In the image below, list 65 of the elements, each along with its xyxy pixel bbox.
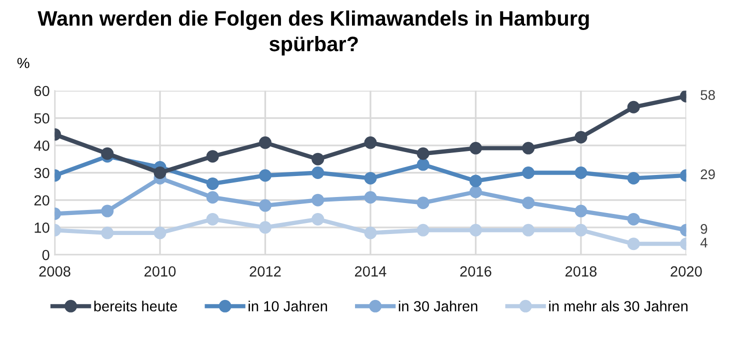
y-tick-label: 50 [34, 113, 50, 124]
point [574, 224, 588, 236]
data-label: 4 [700, 238, 708, 248]
point [364, 136, 377, 149]
point [627, 100, 640, 114]
point [574, 204, 588, 218]
point [101, 204, 114, 218]
point [101, 147, 114, 160]
point [206, 150, 219, 163]
y-tick-label: 20 [34, 195, 50, 206]
point [154, 226, 166, 240]
data-label: 29 [700, 169, 715, 180]
point [627, 238, 640, 250]
chart-title: Wann werden die Folgen des Klimawandels in Hamburg spürbar? [38, 10, 589, 56]
point [469, 142, 482, 154]
point [522, 166, 535, 180]
point [312, 212, 324, 226]
point [364, 172, 377, 184]
point [574, 166, 588, 180]
point [364, 226, 377, 240]
point [258, 199, 272, 212]
point [627, 172, 640, 184]
y-tick-label: 0 [42, 250, 50, 260]
point [522, 196, 535, 210]
point [206, 191, 219, 204]
point [522, 224, 535, 236]
point [154, 166, 166, 180]
point [469, 174, 482, 188]
point [416, 224, 430, 236]
x-tick-label: 2008 [39, 266, 70, 277]
point [206, 177, 219, 190]
data-label: 9 [700, 224, 708, 234]
legend-label: in mehr als 30 Jahren [549, 300, 688, 312]
y-tick-label: 40 [34, 140, 50, 151]
point [312, 166, 324, 180]
x-tick-label: 2020 [670, 266, 702, 277]
y-axis-title: % [17, 58, 30, 68]
legend-label: in 30 Jahren [398, 300, 478, 312]
x-tick-label: 2014 [354, 266, 386, 277]
x-tick-label: 2016 [460, 266, 492, 277]
point [364, 191, 377, 204]
legend-label: in 10 Jahren [248, 300, 327, 312]
y-tick-label: 60 [34, 86, 50, 96]
x-tick-label: 2018 [565, 266, 597, 277]
x-tick-label: 2012 [250, 266, 281, 277]
x-tick-label: 2010 [144, 266, 176, 277]
point [469, 224, 482, 236]
point [574, 130, 588, 144]
point [258, 221, 272, 234]
point [416, 158, 430, 171]
point [312, 194, 324, 206]
point [258, 136, 272, 149]
point [258, 169, 272, 182]
point [416, 147, 430, 160]
legend-label: bereits heute [94, 300, 178, 312]
point [101, 226, 114, 240]
y-tick-label: 10 [34, 222, 50, 233]
y-tick-label: 30 [34, 168, 50, 178]
point [522, 142, 535, 154]
point [627, 212, 640, 226]
point [312, 152, 324, 166]
data-label: 58 [700, 90, 715, 100]
point [416, 196, 430, 210]
point [469, 186, 482, 198]
point [206, 212, 219, 226]
